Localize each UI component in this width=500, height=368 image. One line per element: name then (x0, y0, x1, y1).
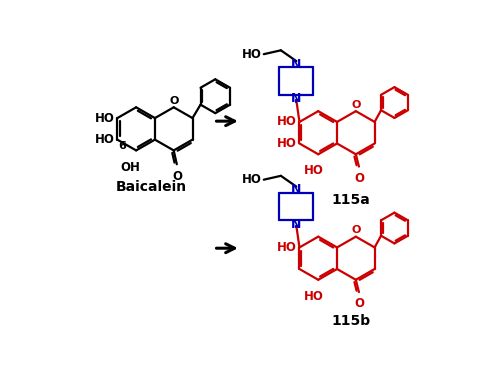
Text: HO: HO (95, 112, 115, 125)
Text: O: O (354, 172, 364, 185)
Text: HO: HO (242, 173, 262, 186)
Text: O: O (351, 225, 360, 235)
Text: O: O (172, 170, 182, 183)
Text: 115b: 115b (331, 314, 370, 328)
Text: OH: OH (120, 161, 140, 174)
Text: HO: HO (278, 116, 297, 128)
Text: 6: 6 (118, 141, 126, 151)
Text: HO: HO (278, 241, 297, 254)
Text: HO: HO (242, 48, 262, 61)
Text: N: N (291, 92, 302, 105)
Text: O: O (351, 100, 360, 110)
Text: N: N (291, 58, 302, 71)
Text: HO: HO (304, 164, 324, 177)
Text: N: N (291, 183, 302, 196)
Text: HO: HO (304, 290, 324, 303)
Text: O: O (169, 96, 178, 106)
Text: HO: HO (95, 133, 115, 146)
Text: N: N (291, 218, 302, 231)
Text: 115a: 115a (332, 194, 370, 208)
Text: Baicalein: Baicalein (116, 180, 187, 194)
Text: HO: HO (278, 137, 297, 150)
Text: O: O (354, 297, 364, 311)
